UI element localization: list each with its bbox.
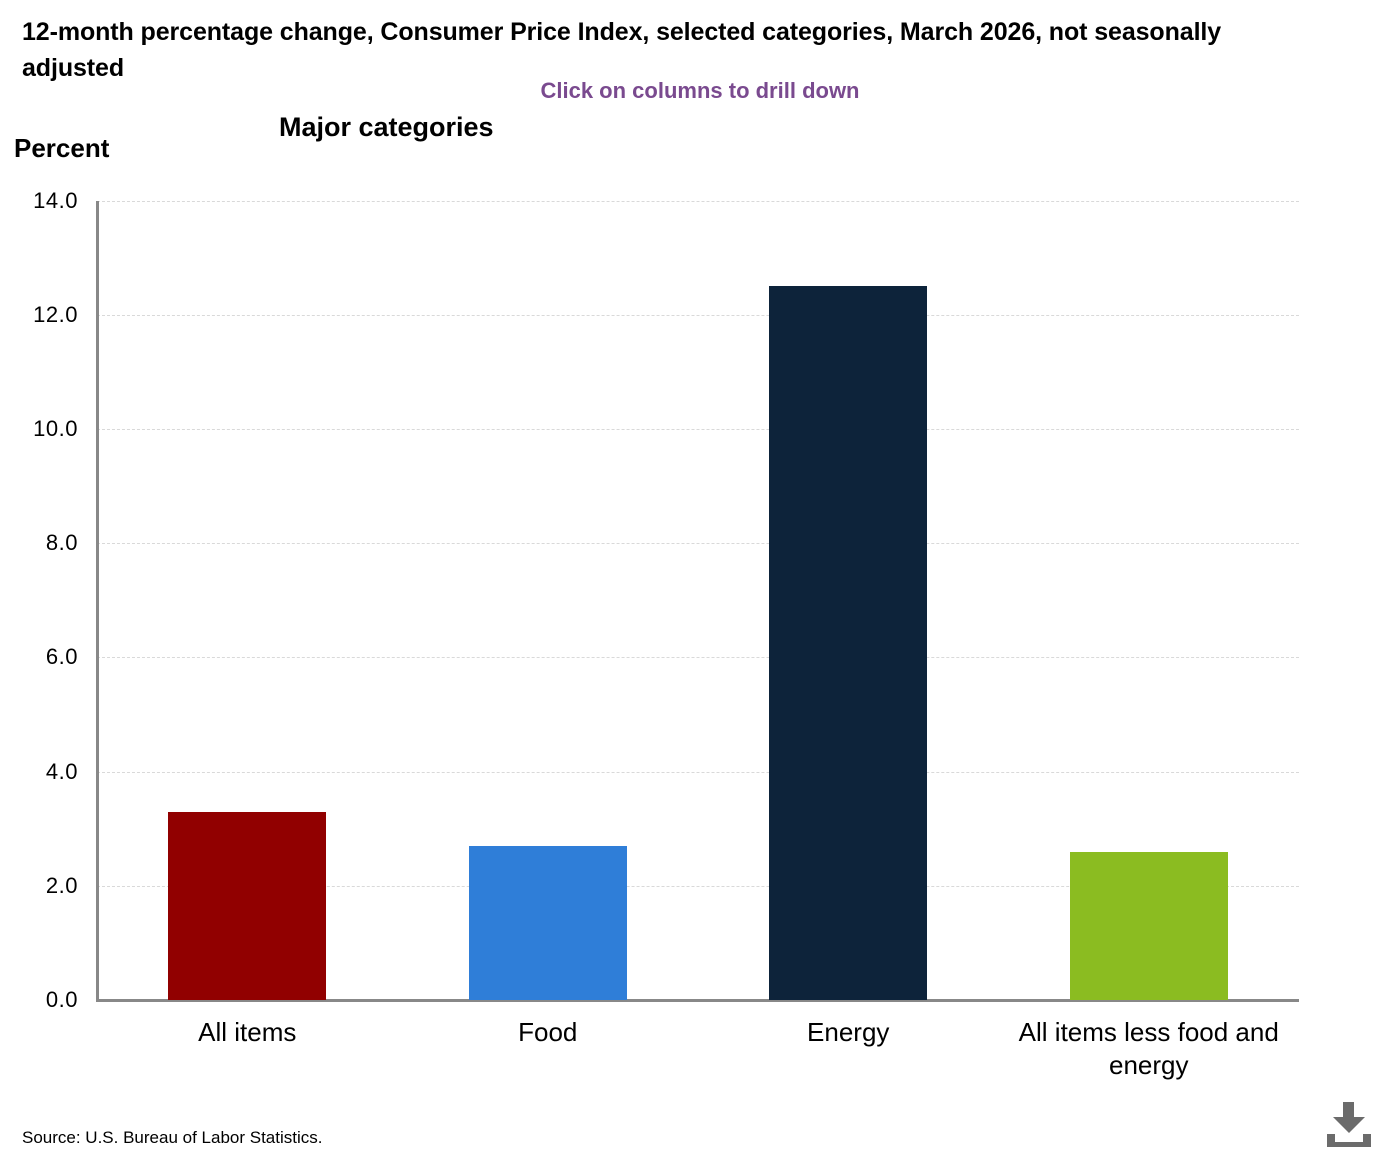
y-tick-label: 8.0 bbox=[45, 530, 78, 556]
y-axis-line bbox=[96, 200, 99, 1000]
gridline bbox=[97, 429, 1299, 430]
drilldown-hint: Click on columns to drill down bbox=[540, 78, 860, 103]
bar-food[interactable] bbox=[468, 845, 627, 1000]
y-tick-label: 4.0 bbox=[45, 758, 78, 784]
y-tick-label: 2.0 bbox=[45, 872, 78, 898]
y-tick-label: 6.0 bbox=[45, 644, 78, 670]
gridline bbox=[97, 200, 1299, 202]
bar-all-items-less-food-and-energy[interactable] bbox=[1069, 851, 1228, 1000]
gridline bbox=[97, 543, 1299, 545]
drilldown-level-title: Major categories bbox=[279, 112, 494, 142]
download-icon bbox=[1327, 1102, 1371, 1147]
bar-energy[interactable] bbox=[769, 286, 928, 1000]
y-tick-label: 12.0 bbox=[33, 301, 78, 327]
x-axis-label-food: Food bbox=[518, 1017, 578, 1047]
x-axis-label-energy: Energy bbox=[807, 1017, 890, 1047]
y-tick-label: 0.0 bbox=[45, 987, 78, 1012]
gridline bbox=[97, 885, 1299, 887]
y-tick-label: 10.0 bbox=[33, 416, 78, 441]
download-chart-button[interactable] bbox=[1324, 1099, 1374, 1151]
x-axis-label-all-items-less-food-and-energy: All items less food and energy bbox=[1018, 1017, 1279, 1080]
gridline bbox=[97, 771, 1299, 773]
gridline bbox=[97, 314, 1299, 316]
gridline bbox=[97, 657, 1299, 659]
source-note: Source: U.S. Bureau of Labor Statistics. bbox=[22, 1128, 323, 1147]
x-axis-baseline bbox=[96, 999, 1299, 1002]
y-tick-label: 14.0 bbox=[33, 187, 78, 213]
chart-title: 12-month percentage change, Consumer Pri… bbox=[22, 18, 1222, 82]
bar-all-items[interactable] bbox=[168, 811, 327, 1000]
x-axis-label-all-items: All items bbox=[198, 1017, 297, 1047]
y-axis-unit-label: Percent bbox=[14, 133, 110, 163]
